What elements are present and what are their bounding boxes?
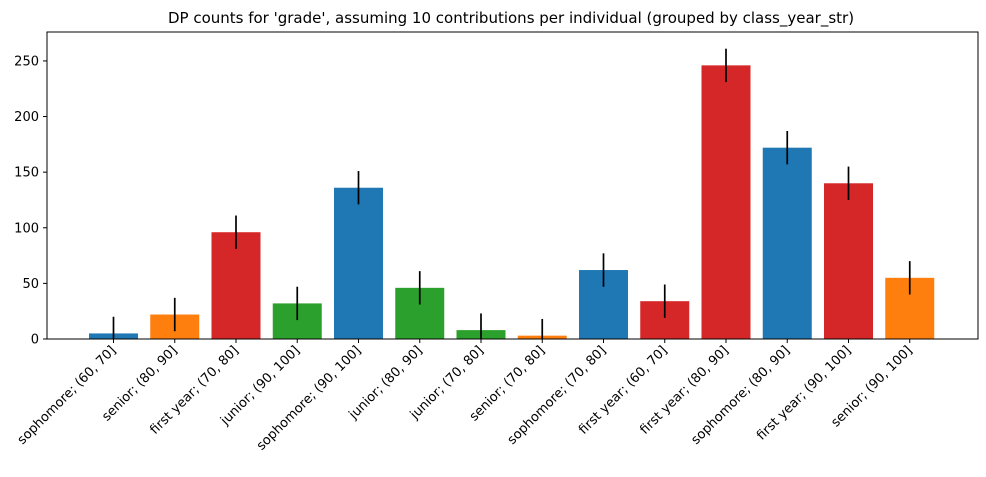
bars-group (89, 65, 935, 339)
y-tick-label: 50 (22, 277, 39, 292)
y-tick-label: 200 (14, 110, 39, 125)
chart-title: DP counts for 'grade', assuming 10 contr… (168, 9, 854, 28)
x-tick-label: sophomore; (90, 100] (254, 343, 364, 453)
y-tick-label: 250 (14, 54, 39, 69)
y-tick-label: 0 (31, 333, 39, 348)
bar (211, 232, 261, 339)
plot-frame (46, 31, 979, 340)
y-tick-label: 150 (14, 166, 39, 181)
x-axis: sophomore; (60, 70]senior; (80, 90]first… (15, 339, 916, 454)
bar (701, 65, 751, 339)
y-tick-label: 100 (14, 221, 39, 236)
bar (824, 183, 873, 339)
bar (762, 147, 812, 339)
x-tick-label: sophomore; (60, 70] (15, 343, 120, 448)
y-axis: 0 50 100 150 200 250 (14, 54, 47, 348)
bar (334, 187, 383, 339)
error-bars-group (112, 48, 911, 339)
